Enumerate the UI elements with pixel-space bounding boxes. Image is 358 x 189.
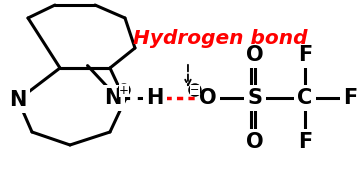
Text: F: F [298, 132, 312, 152]
Text: C: C [297, 88, 313, 108]
Text: H: H [146, 88, 164, 108]
Text: F: F [343, 88, 357, 108]
Text: O: O [246, 45, 264, 65]
Text: N: N [9, 90, 27, 110]
Text: Hydrogen bond: Hydrogen bond [133, 29, 307, 47]
Text: O: O [246, 132, 264, 152]
Text: −: − [190, 85, 200, 95]
Text: S: S [247, 88, 262, 108]
Text: +: + [119, 84, 129, 97]
Text: N: N [104, 88, 122, 108]
Text: F: F [298, 45, 312, 65]
Text: O: O [199, 88, 217, 108]
